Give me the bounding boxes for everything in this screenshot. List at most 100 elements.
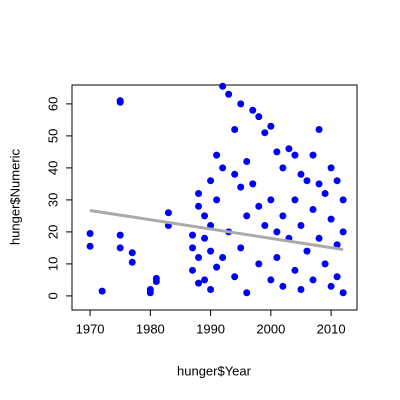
point [189,231,197,239]
point [116,231,124,239]
point [267,196,275,204]
point [309,151,317,159]
point [291,151,299,159]
point [249,180,257,188]
point [273,254,281,262]
point [315,180,323,188]
plot-box [71,84,358,311]
point [86,242,94,250]
point [195,202,203,210]
point [231,170,239,178]
x-tick-label: 1990 [196,321,225,336]
y-tick-label: 20 [45,225,60,239]
point [279,164,287,172]
point [279,212,287,220]
point [116,98,124,106]
point [189,244,197,252]
y-tick-label: 0 [45,292,60,299]
point [207,222,215,230]
point [219,82,227,90]
point [243,289,251,297]
point [327,282,335,290]
point [327,164,335,172]
point [195,279,203,287]
point [309,206,317,214]
point [164,209,172,217]
point [213,151,221,159]
point [255,202,263,210]
point [225,90,233,98]
point [243,157,251,165]
point [213,263,221,271]
point [333,241,341,249]
point [273,148,281,156]
point [291,196,299,204]
point [261,222,269,230]
point [243,212,251,220]
point [116,244,124,252]
point [195,254,203,262]
point [303,247,311,255]
point [237,244,245,252]
point [231,273,239,281]
point [219,164,227,172]
point [297,170,305,178]
point [98,287,106,295]
point [201,276,209,284]
point [339,228,347,236]
point [285,145,293,153]
point [213,196,221,204]
point [128,258,136,266]
point [201,234,209,242]
point [267,122,275,130]
y-tick-label: 40 [45,161,60,175]
y-tick-label: 30 [45,193,60,207]
point [255,113,263,121]
point [339,196,347,204]
y-tick-label: 10 [45,257,60,271]
x-tick-label: 2000 [256,321,285,336]
point [237,183,245,191]
point [321,189,329,197]
point [255,260,263,268]
y-tick-label: 50 [45,129,60,143]
point [249,106,257,114]
x-axis-label: hunger$Year [177,363,252,378]
y-axis-label: hunger$Numeric [7,148,22,245]
y-tick-label: 60 [45,97,60,111]
point [297,222,305,230]
point [303,177,311,185]
point [231,125,239,133]
point [321,260,329,268]
point [315,125,323,133]
point [333,273,341,281]
x-tick-label: 1970 [76,321,105,336]
point [315,234,323,242]
point [146,289,154,297]
point [309,276,317,284]
point [195,189,203,197]
trend-line [89,208,344,251]
point [207,247,215,255]
point [273,228,281,236]
point [207,177,215,185]
point [297,286,305,294]
point [333,177,341,185]
point [86,230,94,238]
point [261,129,269,137]
point [339,289,347,297]
x-tick-label: 2010 [317,321,346,336]
point [279,282,287,290]
point [201,212,209,220]
point [267,276,275,284]
point [207,286,215,294]
point [327,215,335,223]
point [219,254,227,262]
x-tick-label: 1980 [136,321,165,336]
point [128,249,136,257]
point [189,266,197,274]
point [291,266,299,274]
point [152,278,160,286]
point [237,100,245,108]
